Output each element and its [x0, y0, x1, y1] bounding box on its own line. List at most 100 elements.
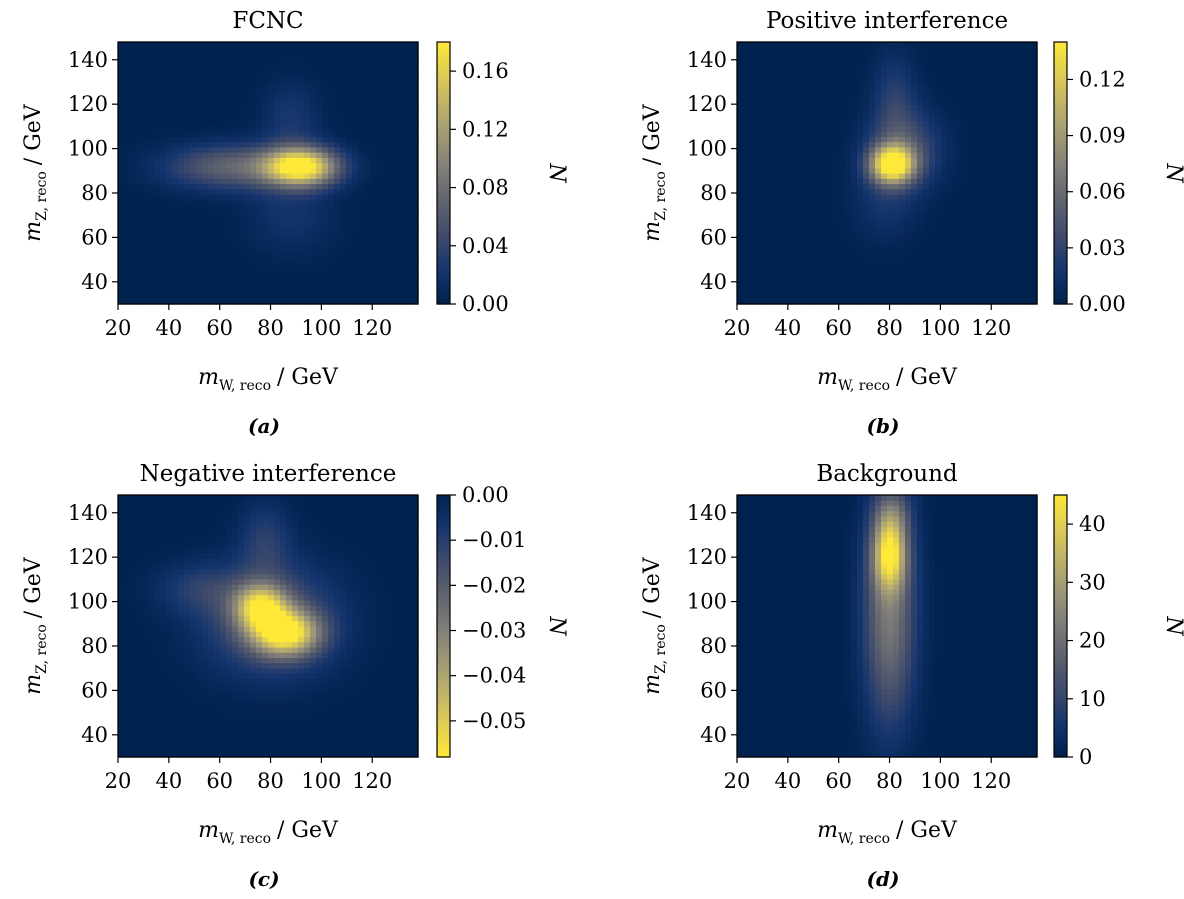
heatmap-cell	[310, 142, 317, 148]
heatmap-cell	[875, 152, 882, 158]
heatmap-cell	[286, 168, 293, 174]
heatmap-cell	[124, 288, 131, 294]
heatmap-cell	[899, 115, 906, 121]
heatmap-cell	[382, 79, 389, 85]
heatmap-cell	[148, 73, 155, 79]
heatmap-cell	[935, 183, 942, 189]
colorbar-label: N	[544, 162, 569, 183]
heatmap-cell	[941, 246, 948, 252]
heatmap-cell	[274, 63, 281, 69]
heatmap-cell	[160, 110, 167, 116]
heatmap-cell	[845, 273, 852, 279]
heatmap-cell	[809, 236, 816, 242]
heatmap-cell	[941, 257, 948, 263]
heatmap-cell	[971, 288, 978, 294]
heatmap-cell	[202, 136, 209, 142]
heatmap-cell	[208, 215, 215, 221]
heatmap-cell	[809, 142, 816, 148]
heatmap-cell	[406, 110, 413, 116]
heatmap-cell	[935, 100, 942, 106]
heatmap-cell	[761, 126, 768, 132]
heatmap-cell	[953, 199, 960, 205]
heatmap-cell	[899, 294, 906, 300]
heatmap-cell	[340, 73, 347, 79]
heatmap-cell	[989, 236, 996, 242]
heatmap-cell	[364, 126, 371, 132]
heatmap-cell	[779, 142, 786, 148]
heatmap-cell	[929, 173, 936, 179]
heatmap-cell	[238, 89, 245, 95]
heatmap-cell	[851, 110, 858, 116]
heatmap-cell	[256, 278, 263, 284]
heatmap-cell	[983, 294, 990, 300]
heatmap-cell	[881, 236, 888, 242]
heatmap-cell	[238, 294, 245, 300]
heatmap-cell	[743, 183, 750, 189]
heatmap-cell	[941, 225, 948, 231]
heatmap-cell	[376, 246, 383, 252]
heatmap-cell	[923, 136, 930, 142]
heatmap-cell	[178, 42, 185, 48]
heatmap-cell	[262, 58, 269, 64]
heatmap-cell	[983, 115, 990, 121]
heatmap-cell	[881, 178, 888, 184]
heatmap-cell	[941, 294, 948, 300]
heatmap-cell	[178, 58, 185, 64]
heatmap-cell	[1007, 199, 1014, 205]
heatmap-cell	[274, 283, 281, 289]
heatmap-cell	[965, 163, 972, 169]
heatmap-cell	[857, 204, 864, 210]
heatmap-cell	[863, 126, 870, 132]
heatmap-cell	[238, 100, 245, 106]
heatmap-cell	[166, 63, 173, 69]
heatmap-cell	[382, 94, 389, 100]
heatmap-cell	[977, 204, 984, 210]
heatmap-cell	[791, 183, 798, 189]
heatmap-cell	[310, 157, 317, 163]
heatmap-cell	[178, 246, 185, 252]
heatmap-cell	[328, 84, 335, 90]
heatmap-cell	[190, 178, 197, 184]
heatmap-cell	[785, 267, 792, 273]
heatmap-cell	[989, 163, 996, 169]
heatmap-cell	[172, 94, 179, 100]
heatmap-cell	[376, 220, 383, 226]
heatmap-cell	[737, 94, 744, 100]
heatmap-cell	[869, 142, 876, 148]
heatmap-cell	[178, 79, 185, 85]
heatmap-cell	[130, 267, 137, 273]
heatmap-cell	[917, 157, 924, 163]
heatmap-cell	[761, 68, 768, 74]
heatmap-cell	[1013, 42, 1020, 48]
heatmap-cell	[172, 241, 179, 247]
heatmap-cell	[394, 267, 401, 273]
heatmap-cell	[929, 257, 936, 263]
heatmap-cell	[160, 267, 167, 273]
heatmap-cell	[923, 183, 930, 189]
heatmap-cell	[845, 210, 852, 216]
heatmap-cell	[286, 147, 293, 153]
heatmap-cell	[803, 126, 810, 132]
heatmap-cell	[226, 225, 233, 231]
heatmap-cell	[124, 199, 131, 205]
heatmap-cell	[160, 294, 167, 300]
heatmap-cell	[394, 210, 401, 216]
heatmap-cell	[935, 246, 942, 252]
heatmap-cell	[941, 157, 948, 163]
heatmap-cell	[304, 105, 311, 111]
heatmap-cell	[947, 121, 954, 127]
heatmap-cell	[154, 210, 161, 216]
heatmap-cell	[256, 152, 263, 158]
heatmap-cell	[148, 204, 155, 210]
heatmap-cell	[322, 210, 329, 216]
heatmap-cell	[881, 273, 888, 279]
heatmap-cell	[851, 183, 858, 189]
heatmap-cell	[166, 262, 173, 268]
heatmap-cell	[845, 241, 852, 247]
heatmap-cell	[821, 63, 828, 69]
heatmap-cell	[767, 47, 774, 53]
heatmap-cell	[346, 89, 353, 95]
heatmap-cell	[226, 220, 233, 226]
heatmap-cell	[388, 136, 395, 142]
heatmap-cell	[406, 273, 413, 279]
